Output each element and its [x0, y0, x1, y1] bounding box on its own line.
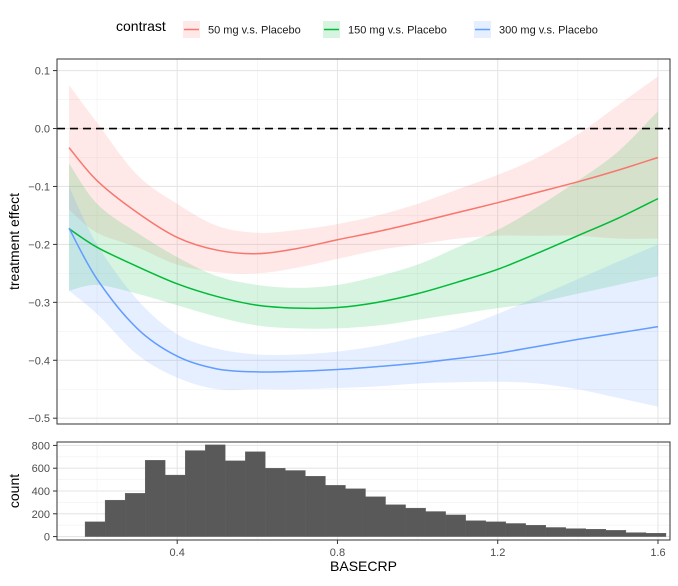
confidence-band-1: [69, 76, 658, 274]
legend-label-3: 300 mg v.s. Placebo: [499, 25, 598, 37]
y-axis-ticks: 0 200 400 600 800: [32, 440, 57, 544]
y-axis-label: count: [6, 474, 22, 508]
histogram-bar: [525, 525, 546, 537]
histogram-bar: [365, 496, 386, 537]
histogram-bar: [485, 521, 506, 537]
y-tick-label: 800: [32, 440, 50, 452]
y-tick-label: 200: [32, 509, 50, 521]
x-tick-label: 0.8: [330, 547, 345, 559]
y-tick-label: −0.1: [28, 181, 50, 193]
y-axis-label: treatment effect: [6, 193, 22, 290]
histogram-bar: [265, 468, 286, 537]
histogram-bar: [505, 523, 526, 537]
histogram-bar: [305, 476, 326, 537]
y-tick-label: 400: [32, 486, 50, 498]
series-line-3: [68, 227, 659, 373]
histogram-bar: [605, 530, 627, 537]
histogram-bar: [425, 511, 446, 537]
panel-border: [56, 58, 671, 425]
confidence-band-2: [69, 111, 658, 329]
histogram-bar: [124, 493, 146, 537]
histogram-bar: [465, 520, 486, 537]
histogram-bar: [325, 485, 346, 537]
legend-label-1: 50 mg v.s. Placebo: [208, 25, 301, 37]
y-tick-label: 0.0: [35, 124, 50, 136]
histogram-bar: [285, 470, 306, 537]
x-tick-label: 1.2: [490, 547, 505, 559]
panel-background: [57, 59, 670, 424]
histogram-panel: 0 200 400 600 800 0.4 0.8 1.2 1.6 count BASECRP: [6, 440, 671, 574]
histogram-bars: [84, 444, 667, 537]
histogram-bar: [225, 460, 246, 537]
series-line-2: [68, 197, 659, 310]
treatment-effect-panel: 0.1 0.0 −0.1 −0.2 −0.3 −0.4 −0.5 treatment eff…: [6, 58, 671, 425]
histogram-bar: [645, 533, 667, 537]
x-tick-label: 1.6: [650, 547, 665, 559]
x-axis-label: BASECRP: [330, 558, 397, 574]
histogram-bar: [84, 521, 106, 537]
y-tick-label: 0.1: [35, 66, 50, 78]
y-tick-label: −0.2: [28, 239, 50, 251]
series-line-1: [68, 147, 659, 255]
histogram-bar: [385, 504, 406, 537]
y-tick-label: 600: [32, 463, 50, 475]
y-tick-label: −0.5: [28, 413, 50, 425]
y-tick-label: 0: [44, 532, 50, 544]
histogram-bar: [165, 474, 186, 537]
grid-lines: [57, 59, 670, 424]
histogram-bar: [345, 488, 366, 537]
histogram-bar: [185, 450, 206, 537]
histogram-bar: [565, 528, 587, 537]
histogram-bar: [104, 499, 126, 537]
legend-label-2: 150 mg v.s. Placebo: [348, 25, 447, 37]
histogram-bar: [205, 444, 226, 537]
y-tick-label: −0.3: [28, 297, 50, 309]
histogram-bar: [245, 451, 266, 537]
histogram-bar: [545, 527, 566, 537]
series-lines: [68, 147, 659, 373]
legend: contrast 50 mg v.s. Placebo 150 mg v.s. P…: [116, 18, 598, 38]
histogram-bar: [445, 514, 466, 537]
histogram-bar: [144, 460, 166, 537]
y-tick-label: −0.4: [28, 355, 50, 367]
y-axis-ticks: 0.1 0.0 −0.1 −0.2 −0.3 −0.4 −0.5: [28, 66, 57, 425]
histogram-bar: [405, 507, 426, 537]
histogram-bar: [625, 532, 647, 537]
histogram-bar: [585, 529, 607, 537]
x-tick-label: 0.4: [170, 547, 185, 559]
x-axis-ticks: 0.4 0.8 1.2 1.6: [170, 540, 666, 559]
legend-title: contrast: [116, 18, 166, 34]
